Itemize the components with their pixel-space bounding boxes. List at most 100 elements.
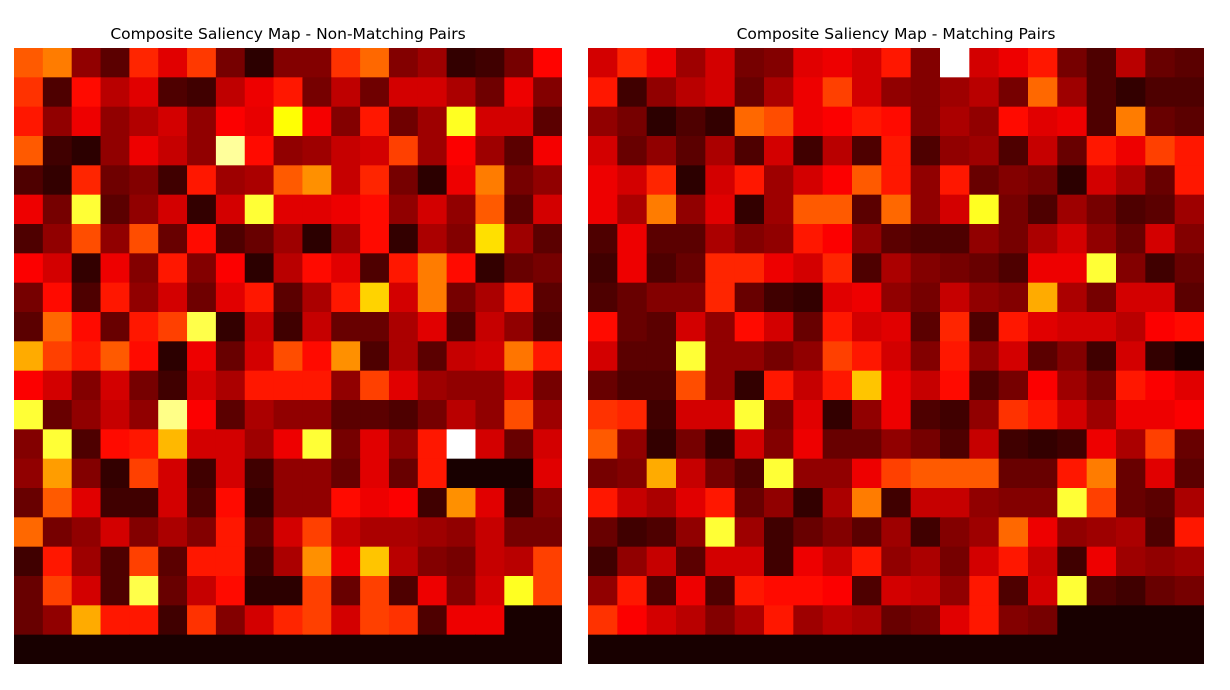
heatmap-cell-0-r19-c14 <box>417 605 448 636</box>
heatmap-cell-0-r5-c8 <box>244 194 275 225</box>
heatmap-cell-0-r3-c15 <box>446 136 476 166</box>
heatmap-cell-1-r12-c11 <box>910 400 941 430</box>
heatmap-cell-1-r14-c19 <box>1145 458 1176 489</box>
heatmap-cell-1-r0-c7 <box>793 48 824 78</box>
heatmap-cell-0-r0-c9 <box>273 48 303 78</box>
heatmap-cell-1-r13-c4 <box>705 429 736 460</box>
heatmap-cell-1-r3-c4 <box>705 136 736 166</box>
heatmap-cell-0-r8-c3 <box>100 282 130 313</box>
heatmap-cell-1-r14-c3 <box>676 458 706 489</box>
heatmap-cell-1-r19-c8 <box>822 605 853 636</box>
heatmap-cell-0-r5-c13 <box>388 194 419 225</box>
heatmap-cell-0-r16-c8 <box>244 517 275 548</box>
heatmap-cell-0-r5-c12 <box>360 194 390 225</box>
heatmap-cell-0-r17-c16 <box>475 546 505 577</box>
heatmap-cell-1-r2-c20 <box>1174 106 1204 137</box>
heatmap-cell-1-r19-c14 <box>998 605 1029 636</box>
heatmap-cell-1-r10-c5 <box>734 341 765 372</box>
heatmap-cell-1-r14-c14 <box>998 458 1029 489</box>
heatmap-cell-1-r16-c7 <box>793 517 824 548</box>
heatmap-cell-0-r20-c8 <box>244 634 275 664</box>
heatmap-cell-1-r8-c20 <box>1174 282 1204 313</box>
heatmap-cell-1-r11-c9 <box>852 370 882 401</box>
heatmap-cell-1-r6-c15 <box>1028 224 1058 254</box>
heatmap-cell-1-r6-c11 <box>910 224 941 254</box>
heatmap-cell-1-r18-c17 <box>1086 576 1117 606</box>
heatmap-cell-0-r20-c11 <box>331 634 361 664</box>
heatmap-cell-0-r2-c9 <box>273 106 303 137</box>
heatmap-cell-0-r15-c11 <box>331 488 361 518</box>
heatmap-cell-1-r12-c10 <box>881 400 912 430</box>
heatmap-cell-0-r6-c12 <box>360 224 390 254</box>
heatmap-cell-1-r0-c12 <box>940 48 970 78</box>
heatmap-cell-0-r1-c16 <box>475 77 505 108</box>
heatmap-cell-0-r5-c15 <box>446 194 476 225</box>
heatmap-cell-0-r13-c1 <box>42 429 73 460</box>
heatmap-cell-0-r11-c17 <box>504 370 534 401</box>
heatmap-cell-1-r8-c13 <box>969 282 1000 313</box>
heatmap-cell-1-r19-c13 <box>969 605 1000 636</box>
heatmap-cell-0-r4-c14 <box>417 165 448 196</box>
heatmap-cell-1-r10-c3 <box>676 341 706 372</box>
heatmap-cell-1-r4-c13 <box>969 165 1000 196</box>
heatmap-cell-0-r16-c17 <box>504 517 534 548</box>
heatmap-cell-0-r1-c18 <box>533 77 562 108</box>
heatmap-cell-0-r2-c8 <box>244 106 275 137</box>
heatmap-cell-0-r5-c4 <box>129 194 159 225</box>
heatmap-cell-1-r18-c20 <box>1174 576 1204 606</box>
heatmap-cell-1-r11-c19 <box>1145 370 1176 401</box>
heatmap-cell-1-r14-c7 <box>793 458 824 489</box>
heatmap-cell-1-r2-c16 <box>1057 106 1088 137</box>
heatmap-cell-0-r13-c0 <box>14 429 44 460</box>
heatmap-cell-0-r14-c15 <box>446 458 476 489</box>
heatmap-cell-0-r7-c17 <box>504 253 534 284</box>
heatmap-cell-1-r20-c12 <box>940 634 970 664</box>
heatmap-cell-1-r2-c13 <box>969 106 1000 137</box>
heatmap-cell-0-r6-c6 <box>187 224 217 254</box>
heatmap-cell-0-r8-c10 <box>302 282 332 313</box>
heatmap-cell-0-r12-c14 <box>417 400 448 430</box>
heatmap-cell-0-r10-c13 <box>388 341 419 372</box>
heatmap-cell-1-r16-c2 <box>646 517 677 548</box>
heatmap-cell-1-r15-c14 <box>998 488 1029 518</box>
heatmap-cell-1-r10-c13 <box>969 341 1000 372</box>
heatmap-cell-0-r15-c2 <box>71 488 102 518</box>
heatmap-cell-1-r2-c9 <box>852 106 882 137</box>
heatmap-cell-1-r6-c6 <box>764 224 794 254</box>
heatmap-cell-0-r0-c16 <box>475 48 505 78</box>
heatmap-cell-0-r2-c16 <box>475 106 505 137</box>
heatmap-cell-1-r3-c16 <box>1057 136 1088 166</box>
heatmap-cell-1-r1-c16 <box>1057 77 1088 108</box>
heatmap-cell-1-r19-c18 <box>1116 605 1146 636</box>
heatmap-cell-0-r3-c0 <box>14 136 44 166</box>
heatmap-cell-1-r3-c6 <box>764 136 794 166</box>
heatmap-cell-1-r17-c6 <box>764 546 794 577</box>
heatmap-cell-0-r20-c14 <box>417 634 448 664</box>
heatmap-cell-0-r3-c7 <box>215 136 246 166</box>
heatmap-cell-0-r7-c12 <box>360 253 390 284</box>
heatmap-cell-1-r8-c5 <box>734 282 765 313</box>
heatmap-cell-0-r12-c1 <box>42 400 73 430</box>
heatmap-cell-1-r1-c17 <box>1086 77 1117 108</box>
heatmap-cell-0-r12-c17 <box>504 400 534 430</box>
heatmap-cell-1-r17-c0 <box>588 546 618 577</box>
heatmap-cell-1-r16-c3 <box>676 517 706 548</box>
heatmap-cell-1-r10-c12 <box>940 341 970 372</box>
heatmap-cell-0-r17-c6 <box>187 546 217 577</box>
heatmap-cell-1-r5-c8 <box>822 194 853 225</box>
heatmap-cell-0-r1-c9 <box>273 77 303 108</box>
heatmap-cell-0-r19-c0 <box>14 605 44 636</box>
heatmap-cell-1-r10-c1 <box>617 341 648 372</box>
heatmap-cell-1-r7-c6 <box>764 253 794 284</box>
heatmap-cell-1-r1-c10 <box>881 77 912 108</box>
heatmap-cell-0-r11-c3 <box>100 370 130 401</box>
heatmap-cell-1-r9-c14 <box>998 312 1029 342</box>
heatmap-cell-1-r0-c19 <box>1145 48 1176 78</box>
heatmap-cell-1-r16-c6 <box>764 517 794 548</box>
heatmap-cell-1-r18-c15 <box>1028 576 1058 606</box>
heatmap-cell-1-r12-c18 <box>1116 400 1146 430</box>
heatmap-cell-1-r7-c5 <box>734 253 765 284</box>
heatmap-cell-0-r11-c5 <box>158 370 188 401</box>
heatmap-cell-1-r18-c0 <box>588 576 618 606</box>
heatmap-cell-0-r20-c7 <box>215 634 246 664</box>
